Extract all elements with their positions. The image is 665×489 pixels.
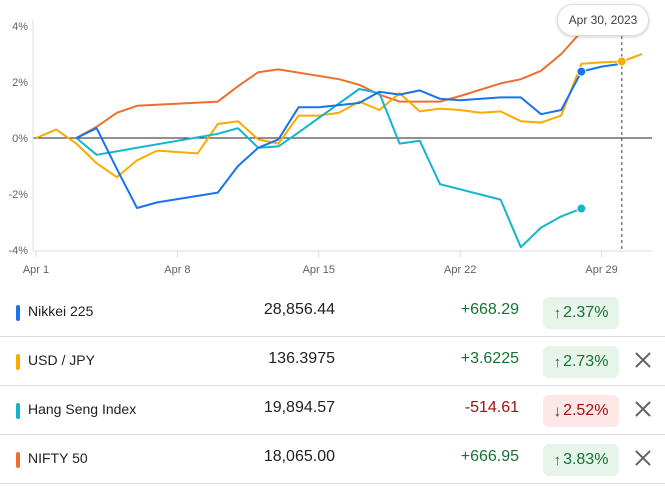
- percent-badge: ↓ 2.52%: [543, 395, 619, 427]
- table-row[interactable]: Hang Seng Index 19,894.57 -514.61 ↓ 2.52%: [0, 386, 665, 435]
- series-name: USD / JPY: [28, 352, 95, 368]
- table-row[interactable]: Nikkei 225 28,856.44 +668.29 ↑ 2.37%: [0, 288, 665, 337]
- x-tick-label: Apr 29: [585, 264, 617, 276]
- hover-date-bubble: Apr 30, 2023: [557, 4, 649, 36]
- y-tick-label: 4%: [12, 21, 28, 33]
- change-value: +3.6225: [460, 350, 519, 367]
- series-color-bar: [16, 403, 20, 419]
- percent-badge: ↑ 3.83%: [543, 444, 619, 476]
- arrow-up-icon: ↑: [553, 304, 562, 322]
- series-line-hang-seng-index: [75, 88, 582, 249]
- price-value: 136.3975: [268, 350, 335, 367]
- close-icon[interactable]: [634, 400, 652, 418]
- y-tick-label: 0%: [12, 133, 28, 145]
- series-line-usd-jpy: [35, 53, 643, 179]
- series-color-bar: [16, 354, 20, 370]
- x-tick-label: Apr 15: [303, 264, 335, 276]
- x-tick-label: Apr 22: [444, 264, 476, 276]
- arrow-up-icon: ↑: [553, 353, 562, 371]
- series-line-nikkei-225: [75, 62, 622, 209]
- change-value: +666.95: [460, 448, 519, 465]
- series-marker-nikkei-225: [576, 66, 587, 77]
- series-name: Hang Seng Index: [28, 401, 137, 417]
- table-row[interactable]: USD / JPY 136.3975 +3.6225 ↑ 2.73%: [0, 337, 665, 386]
- close-icon[interactable]: [634, 351, 652, 369]
- comparison-table: Nikkei 225 28,856.44 +668.29 ↑ 2.37% USD …: [0, 288, 665, 484]
- change-value: +668.29: [460, 301, 519, 318]
- x-tick-label: Apr 1: [23, 264, 49, 276]
- series-marker-hang-seng-index: [576, 203, 587, 214]
- table-row[interactable]: NIFTY 50 18,065.00 +666.95 ↑ 3.83%: [0, 435, 665, 484]
- x-tick-label: Apr 8: [164, 264, 190, 276]
- close-icon[interactable]: [634, 449, 652, 467]
- price-value: 28,856.44: [263, 301, 335, 318]
- change-value: -514.61: [464, 399, 519, 416]
- arrow-down-icon: ↓: [553, 402, 562, 420]
- series-line-nifty-50: [75, 30, 583, 139]
- comparison-chart[interactable]: 4% 2% 0% -2% -4% Apr 1 Apr 8 Apr 15 Apr 22 Apr 2…: [0, 0, 665, 290]
- y-tick-label: 2%: [12, 77, 28, 89]
- series-name: Nikkei 225: [28, 303, 94, 319]
- percent-badge: ↑ 2.73%: [543, 346, 619, 378]
- series-color-bar: [16, 305, 20, 321]
- y-tick-label: -4%: [8, 245, 28, 257]
- price-value: 18,065.00: [263, 448, 335, 465]
- series-color-bar: [16, 452, 20, 468]
- y-tick-label: -2%: [8, 189, 28, 201]
- price-value: 19,894.57: [263, 399, 335, 416]
- series-name: NIFTY 50: [28, 450, 88, 466]
- series-marker-usd-jpy: [616, 56, 627, 67]
- arrow-up-icon: ↑: [553, 451, 562, 469]
- percent-badge: ↑ 2.37%: [543, 297, 619, 329]
